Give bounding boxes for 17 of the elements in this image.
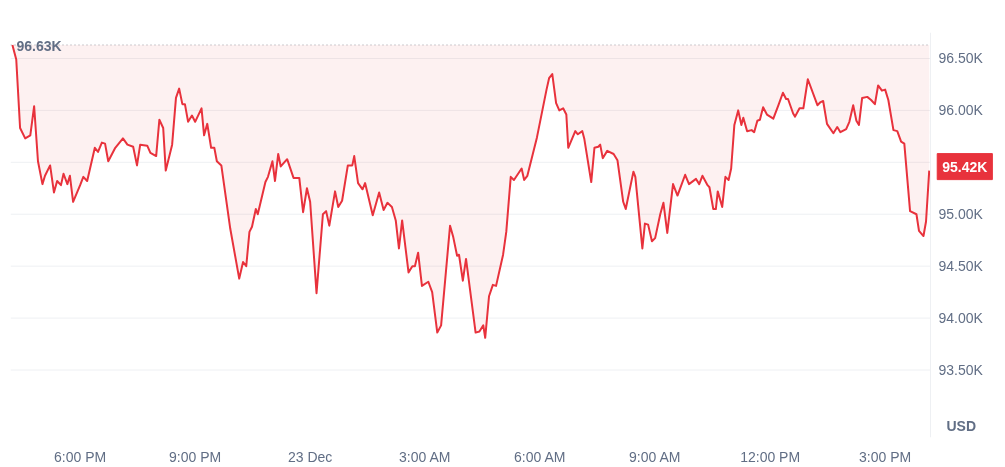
y-tick-label: 93.50K bbox=[938, 362, 984, 378]
y-tick-label: 95.00K bbox=[938, 206, 984, 223]
y-axis-title: USD bbox=[946, 417, 977, 434]
x-tick-label: 23 Dec bbox=[287, 448, 333, 465]
x-tick-label: 9:00 AM bbox=[629, 448, 681, 465]
x-tick-label: 3:00 PM bbox=[859, 448, 912, 465]
x-tick-label: 12:00 PM bbox=[740, 448, 801, 465]
x-tick-label: 3:00 AM bbox=[399, 448, 451, 465]
y-tick-label: 94.50K bbox=[938, 258, 984, 275]
y-tick-label: 96.50K bbox=[938, 50, 984, 67]
x-tick-label: 6:00 AM bbox=[514, 448, 566, 465]
x-tick-label: 9:00 PM bbox=[169, 448, 222, 465]
y-tick-label: 96.00K bbox=[938, 102, 984, 119]
ref-line-label: 96.63K bbox=[16, 37, 62, 54]
annotation: 95.42K bbox=[942, 158, 988, 175]
x-tick-label: 6:00 PM bbox=[54, 448, 107, 465]
y-tick-label: 94.00K bbox=[938, 310, 984, 327]
